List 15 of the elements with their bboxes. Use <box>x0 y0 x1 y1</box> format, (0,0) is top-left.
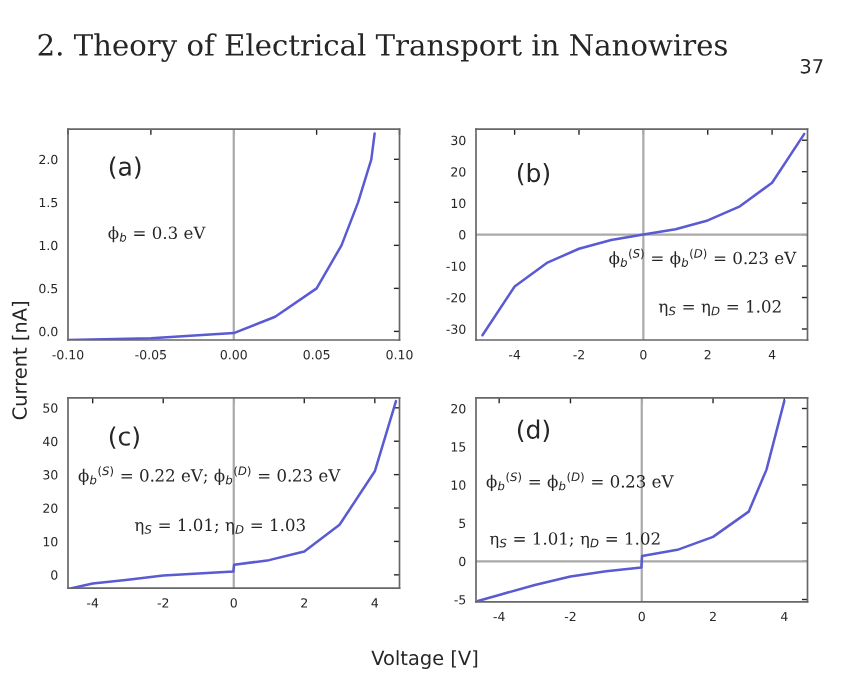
annotation: (d) <box>517 419 550 442</box>
annotation: ϕ$_{b}$$^{(S)}$ = 0.22 eV; ϕ$_{b}$$^{(D)}$ = 0.23 eV <box>78 466 341 485</box>
annotation: (c) <box>109 426 139 449</box>
chart-title: 2. Theory of Electrical Transport in Nanowires <box>38 33 727 62</box>
annotation: (a) <box>109 156 141 179</box>
annotation: η$_{S}$ = η$_{D}$ = 1.02 <box>658 300 781 316</box>
y-axis-title: Current [nA] <box>11 302 30 420</box>
x-axis-title: Voltage [V] <box>371 650 478 670</box>
annotation: ϕ$_{b}$ = 0.3 eV <box>108 226 206 243</box>
annotation: η$_{S}$ = 1.01; η$_{D}$ = 1.03 <box>134 518 305 535</box>
annotation: ϕ$_{b}$$^{(S)}$ = ϕ$_{b}$$^{(D)}$ = 0.23 eV <box>486 472 674 491</box>
annotation: ϕ$_{b}$$^{(S)}$ = ϕ$_{b}$$^{(D)}$ = 0.23 eV <box>609 248 797 268</box>
text: 37 <box>800 58 823 74</box>
annotation: (b) <box>517 162 550 186</box>
annotation: η$_{S}$ = 1.01; η$_{D}$ = 1.02 <box>489 532 660 549</box>
